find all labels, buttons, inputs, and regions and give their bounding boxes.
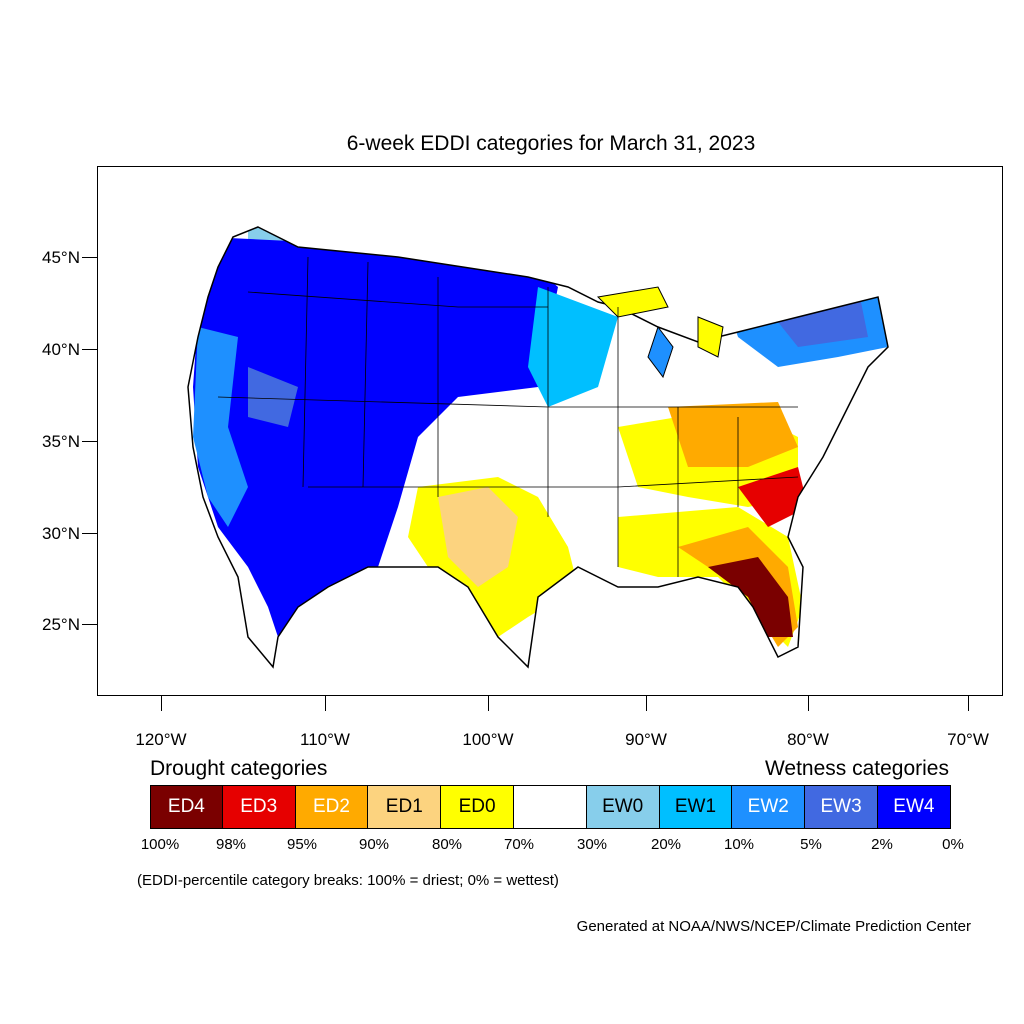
lat-tick — [82, 257, 97, 258]
break-label: 5% — [800, 836, 822, 853]
legend-label: ED0 — [458, 796, 496, 817]
category-legend: ED4 ED3 ED2 ED1 ED0 EW0 EW1 EW2 EW3 EW4 — [150, 785, 951, 829]
legend-swatch-ed3: ED3 — [222, 785, 296, 829]
state-boundaries — [217, 256, 799, 577]
lon-tick — [646, 696, 647, 711]
eddi-map — [97, 166, 1003, 696]
lon-tick — [968, 696, 969, 711]
break-label: 90% — [358, 836, 390, 853]
legend-swatch-ew2: EW2 — [732, 785, 806, 829]
lon-tick — [161, 696, 162, 711]
legend-swatch-ew1: EW1 — [659, 785, 733, 829]
break-label: 100% — [140, 836, 180, 853]
lat-label-35: 35°N — [42, 432, 80, 451]
break-label: 30% — [576, 836, 608, 853]
lon-label-80: 80°W — [787, 730, 829, 749]
map-canvas — [187, 226, 889, 669]
lon-tick — [325, 696, 326, 711]
lake-michigan — [647, 325, 674, 379]
lon-label-100: 100°W — [462, 730, 514, 749]
region-ed2-appalachia — [668, 402, 798, 467]
lon-tick — [808, 696, 809, 711]
lake-superior — [596, 286, 669, 318]
legend-swatch-ed4: ED4 — [150, 785, 223, 829]
region-ew2-coast — [193, 327, 248, 527]
break-label: 98% — [215, 836, 247, 853]
lat-label-45: 45°N — [42, 248, 80, 267]
legend-label: EW2 — [747, 796, 789, 817]
category-break-note: (EDDI-percentile category breaks: 100% =… — [137, 872, 559, 889]
lat-label-25: 25°N — [42, 615, 80, 634]
legend-swatch-ew0: EW0 — [586, 785, 660, 829]
lake-huron — [697, 316, 724, 358]
lat-tick — [82, 349, 97, 350]
legend-label: EW3 — [820, 796, 862, 817]
break-label: 20% — [650, 836, 682, 853]
legend-swatch-ew3: EW3 — [805, 785, 878, 829]
region-ed1-texas — [438, 487, 518, 587]
break-label: 95% — [286, 836, 318, 853]
credit-text: Generated at NOAA/NWS/NCEP/Climate Predi… — [576, 918, 971, 935]
lon-label-70: 70°W — [947, 730, 989, 749]
lat-tick — [82, 533, 97, 534]
drought-heading: Drought categories — [150, 757, 328, 780]
lat-label-40: 40°N — [42, 340, 80, 359]
legend-label: EW1 — [674, 796, 717, 817]
legend-swatch-ed0: ED0 — [441, 785, 514, 829]
lat-label-30: 30°N — [42, 524, 80, 543]
break-label: 70% — [503, 836, 535, 853]
legend-label: EW4 — [893, 796, 935, 817]
lat-tick — [82, 441, 97, 442]
legend-swatch-ed1: ED1 — [368, 785, 442, 829]
break-label: 80% — [431, 836, 463, 853]
map-title: 6-week EDDI categories for March 31, 202… — [346, 132, 756, 155]
break-label: 10% — [723, 836, 755, 853]
region-ed3-carolinas — [738, 467, 808, 527]
region-ew3-nevada — [248, 367, 298, 427]
break-label: 0% — [942, 836, 964, 853]
legend-swatch-ew4: EW4 — [877, 785, 951, 829]
lon-tick — [488, 696, 489, 711]
lon-label-110: 110°W — [300, 730, 350, 749]
break-label: 2% — [871, 836, 893, 853]
legend-label: ED1 — [385, 796, 423, 817]
legend-swatch-normal — [513, 785, 587, 829]
legend-label: EW0 — [602, 796, 644, 817]
lon-label-90: 90°W — [625, 730, 667, 749]
legend-label: ED3 — [240, 796, 278, 817]
lat-tick — [82, 624, 97, 625]
legend-label: ED2 — [313, 796, 350, 817]
legend-label: ED4 — [167, 796, 205, 817]
wetness-heading: Wetness categories — [764, 757, 949, 780]
region-ed4-florida — [708, 557, 793, 637]
lon-label-120: 120°W — [135, 730, 187, 749]
region-ew1-plains — [528, 287, 618, 407]
region-ew4-west — [193, 237, 558, 637]
legend-swatch-ed2: ED2 — [295, 785, 369, 829]
